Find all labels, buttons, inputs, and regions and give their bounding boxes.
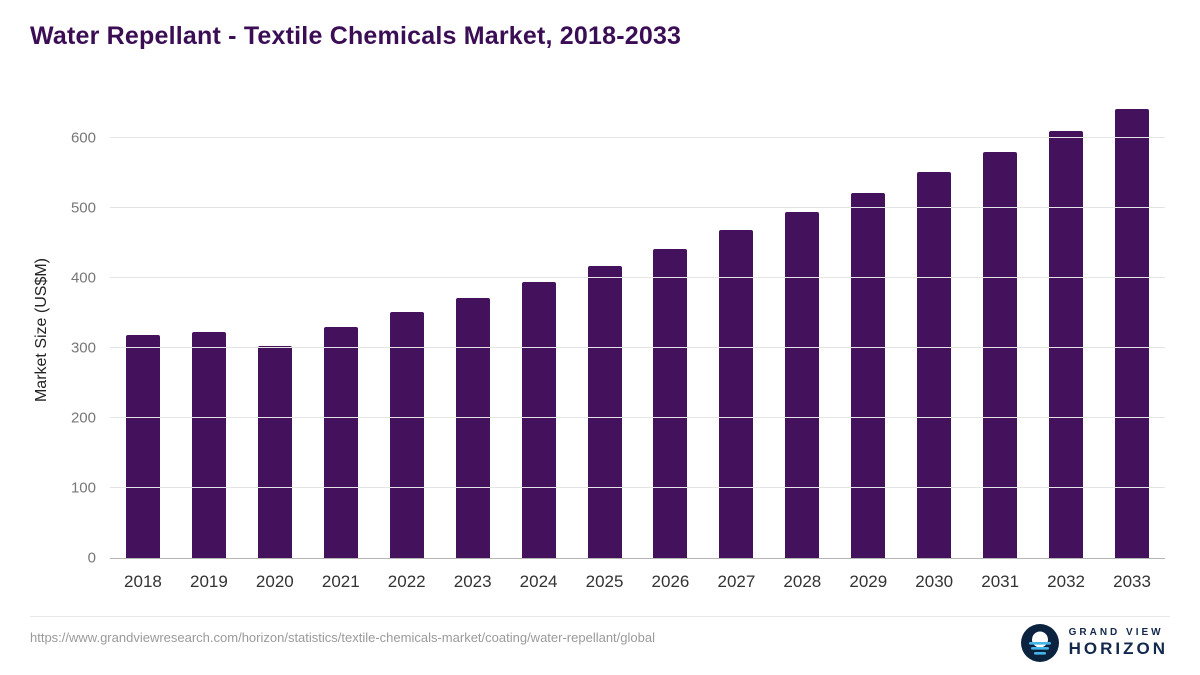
bar-2031 [983,152,1018,558]
x-tick-2023: 2023 [453,572,492,591]
x-tick-2030: 2030 [915,572,954,591]
bar-2020 [257,345,292,558]
x-tick-2021: 2021 [321,572,360,591]
bar-slot-2020 [242,103,308,558]
x-axis-labels: 2018 2019 2020 2021 2022 2023 2024 2025 2026 2027… [110,564,1165,592]
bar-2032 [1049,131,1084,558]
plot-area: 0 100 200 300 400 500 600 [71,103,1165,567]
gridline-300 [110,347,1165,348]
y-tick-100: 100 [70,479,96,497]
gridline-200 [110,417,1165,418]
bars-container [110,103,1165,558]
y-tick-0: 0 [87,549,96,567]
y-tick-400: 400 [70,269,96,287]
gridline-600 [110,137,1165,138]
gridline-100 [110,487,1165,488]
x-tick-2020: 2020 [255,572,294,591]
bar-slot-2029 [835,103,901,558]
bar-2021 [323,327,358,558]
brand-logo: GRAND VIEW HORIZON [1020,624,1168,662]
bar-slot-2021 [308,103,374,558]
y-axis-label: Market Size (US$M) [33,257,50,403]
x-tick-2025: 2025 [585,572,624,591]
bar-2019 [191,331,226,558]
bar-slot-2023 [440,103,506,558]
bar-slot-2022 [374,103,440,558]
x-tick-2032: 2032 [1047,572,1085,591]
brand-name-bottom: HORIZON [1068,638,1168,658]
bar-slot-2026 [638,103,704,558]
gridline-400 [110,277,1165,278]
x-tick-2033: 2033 [1113,572,1151,591]
source-url: https://www.grandviewresearch.com/horizo… [30,630,655,645]
bar-2018 [125,335,160,558]
x-tick-2024: 2024 [519,572,558,591]
bar-2024 [521,282,556,558]
y-tick-200: 200 [70,409,96,427]
bar-2022 [389,311,424,558]
brand-text: GRAND VIEW HORIZON [1069,627,1168,658]
x-tick-2026: 2026 [651,572,690,591]
y-tick-300: 300 [70,339,96,357]
bar-2033 [1115,108,1150,558]
bar-2030 [917,172,952,558]
chart-title: Water Repellant - Textile Chemicals Mark… [30,22,682,50]
bar-slot-2032 [1033,103,1099,558]
x-tick-2027: 2027 [717,572,756,591]
x-tick-2031: 2031 [981,572,1020,591]
bar-2027 [719,230,754,558]
bar-slot-2033 [1099,103,1165,558]
y-tick-500: 500 [70,199,96,217]
bar-2025 [587,266,622,558]
bar-2029 [851,192,886,558]
bar-slot-2025 [572,103,638,558]
x-tick-2029: 2029 [849,572,888,591]
bar-2028 [785,211,820,558]
bar-slot-2024 [506,103,572,558]
x-tick-2019: 2019 [189,572,228,591]
footer-divider [30,616,1170,617]
bar-slot-2031 [967,103,1033,558]
x-tick-2018: 2018 [124,572,162,591]
bar-2026 [653,248,688,558]
bar-slot-2028 [769,103,835,558]
x-tick-2022: 2022 [387,572,426,591]
brand-name-top: GRAND VIEW [1068,627,1164,639]
bar-slot-2027 [703,103,769,558]
gridline-500 [110,207,1165,208]
bar-slot-2030 [901,103,967,558]
horizon-logo-icon [1020,624,1059,662]
x-tick-2028: 2028 [783,572,822,591]
y-tick-600: 600 [70,129,96,147]
bar-slot-2018 [110,103,176,558]
bar-slot-2019 [176,103,242,558]
bar-2023 [455,297,490,558]
